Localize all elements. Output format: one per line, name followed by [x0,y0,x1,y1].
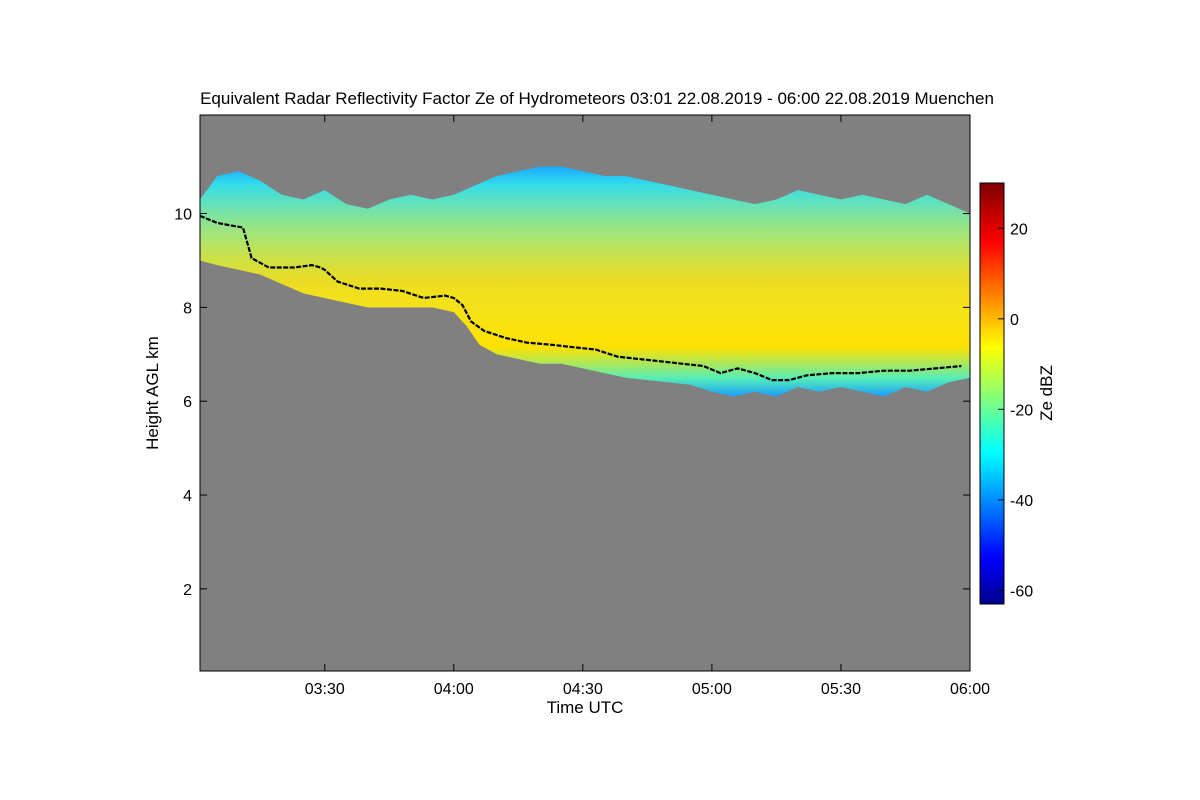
y-axis-label: Height AGL km [143,336,162,450]
y-tick-label: 2 [183,582,192,599]
colorbar-tick-label: -20 [1010,402,1033,419]
reflectivity-field [200,166,970,397]
plot-frame [199,114,971,672]
colorbar [979,182,1005,605]
x-tick-label: 06:00 [950,681,990,698]
y-axis: 2 4 6 8 10 [174,207,970,599]
y-tick-label: 4 [183,488,192,505]
x-tick-label: 04:00 [434,681,474,698]
colorbar-tick-label: 0 [1010,312,1019,329]
colorbar-tick-label: -60 [1010,583,1033,600]
y-tick-label: 10 [174,207,192,224]
x-tick-label: 03:30 [305,681,345,698]
x-tick-label: 05:00 [692,681,732,698]
x-tick-label: 04:30 [563,681,603,698]
colorbar-axis: 20 0 -20 -40 -60 [998,221,1033,600]
x-tick-label: 05:30 [821,681,861,698]
colorbar-tick-label: -40 [1010,493,1033,510]
cloud-core [200,166,970,397]
y-tick-label: 8 [183,300,192,317]
x-axis-label: Time UTC [547,698,624,717]
black-line [200,214,962,382]
chart-title: Equivalent Radar Reflectivity Factor Ze … [200,89,994,108]
colorbar-label: Ze dBZ [1037,365,1056,421]
x-axis: 03:30 04:00 04:30 05:00 05:30 06:00 [305,115,990,698]
y-tick-label: 6 [183,394,192,411]
colorbar-tick-label: 20 [1010,221,1028,238]
